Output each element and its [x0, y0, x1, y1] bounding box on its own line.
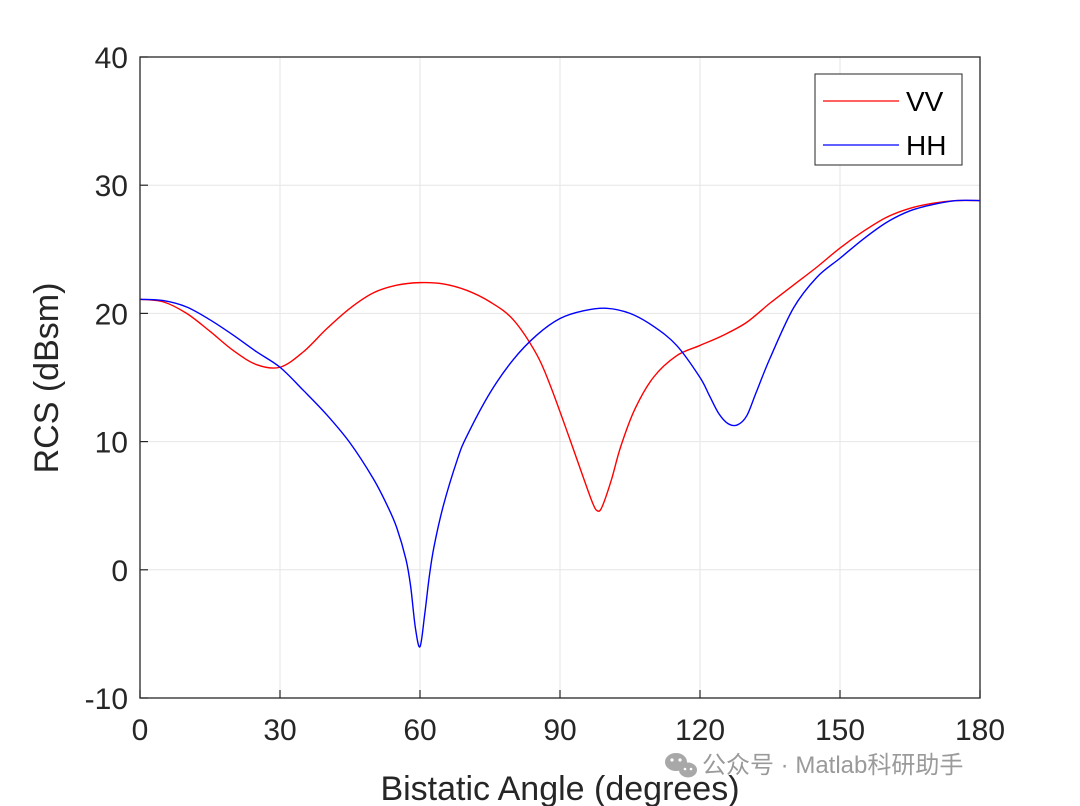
x-tick-label: 30 [263, 714, 296, 747]
legend-label-hh: HH [906, 130, 946, 161]
y-tick-label: 10 [95, 427, 128, 460]
y-tick-label: 40 [95, 42, 128, 75]
x-tick-label: 0 [132, 714, 149, 747]
x-tick-label: 120 [675, 714, 725, 747]
y-tick-label: -10 [85, 683, 128, 716]
x-tick-label: 60 [403, 714, 436, 747]
wechat-icon [665, 753, 697, 778]
legend: VV HH [814, 73, 963, 166]
watermark: 公众号 · Matlab科研助手 [665, 752, 963, 779]
legend-label-vv: VV [906, 86, 944, 117]
x-tick-label: 150 [815, 714, 865, 747]
y-tick-label: 20 [95, 298, 128, 331]
series-line-hh [139, 199, 981, 648]
watermark-text: 公众号 · Matlab科研助手 [702, 752, 963, 779]
y-axis-label: RCS (dBsm) [28, 283, 66, 474]
x-axis-label: Bistatic Angle (degrees) [380, 770, 739, 806]
series-line-vv [139, 199, 981, 512]
x-tick-label: 90 [543, 714, 576, 747]
series-layer [139, 199, 981, 648]
y-tick-label: 0 [111, 555, 128, 588]
y-tick-label: 30 [95, 170, 128, 203]
x-tick-label: 180 [955, 714, 1005, 747]
legend-box [814, 73, 963, 166]
